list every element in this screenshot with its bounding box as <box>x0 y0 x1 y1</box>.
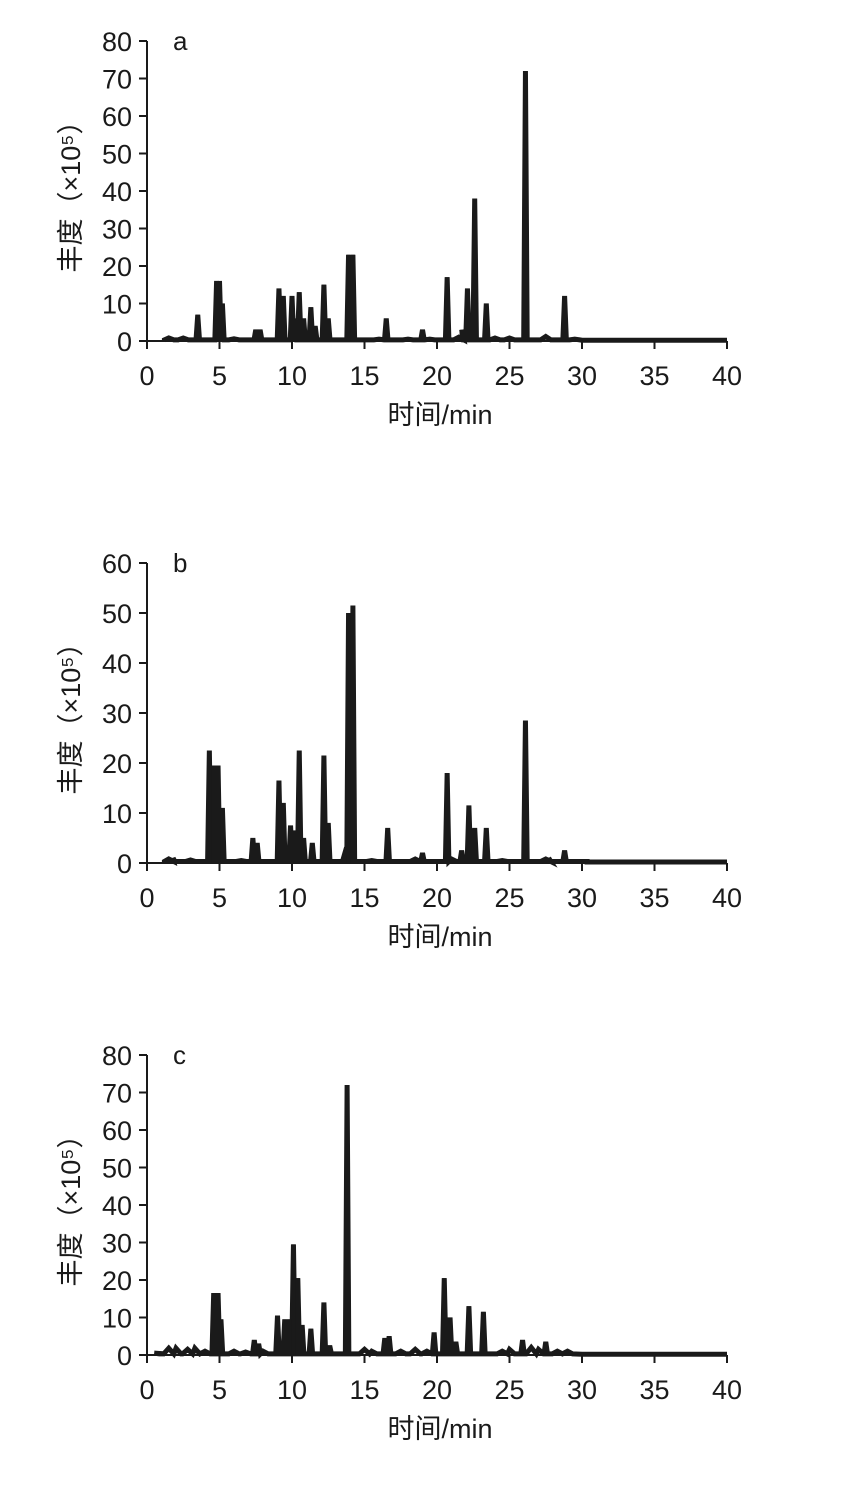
panel-b-letter: b <box>173 548 187 578</box>
panel-b-x-tick-label: 10 <box>277 883 307 913</box>
panel-a-x-tick-label: 25 <box>494 361 524 391</box>
panel-a-x-tick-label: 20 <box>422 361 452 391</box>
panel-c-x-tick-label: 30 <box>567 1375 597 1405</box>
panel-b-y-tick-label: 40 <box>102 649 132 679</box>
panel-b-y-tick-label: 0 <box>117 849 132 879</box>
panel-a-letter: a <box>173 26 188 56</box>
panel-c-y-tick-label: 10 <box>102 1304 132 1334</box>
panel-b-x-axis-title: 时间/min <box>387 922 492 952</box>
panel-c-x-tick-label: 20 <box>422 1375 452 1405</box>
panel-a-y-tick-label: 60 <box>102 102 132 132</box>
panel-b-y-tick-label: 10 <box>102 799 132 829</box>
panel-a-y-tick-label: 40 <box>102 177 132 207</box>
panel-b-y-tick-label: 60 <box>102 549 132 579</box>
panel-a-y-tick-label: 10 <box>102 290 132 320</box>
panel-a-x-tick-label: 30 <box>567 361 597 391</box>
panel-c-x-axis-title: 时间/min <box>387 1414 492 1444</box>
panel-b-x-tick-label: 35 <box>639 883 669 913</box>
panel-a-y-tick-label: 30 <box>102 215 132 245</box>
panel-c-chromatogram-trace <box>153 1084 727 1360</box>
panel-a-x-tick-label: 5 <box>212 361 227 391</box>
panel-c-x-tick-label: 0 <box>139 1375 154 1405</box>
panel-c-x-tick-label: 40 <box>712 1375 742 1405</box>
panel-b-x-tick-label: 5 <box>212 883 227 913</box>
panel-b-x-tick-label: 25 <box>494 883 524 913</box>
panel-c-y-axis-title: 丰度（×10⁵） <box>56 1122 86 1287</box>
panel-a-y-tick-label: 20 <box>102 252 132 282</box>
panel-a-x-tick-label: 10 <box>277 361 307 391</box>
panel-a-y-tick-label: 0 <box>117 327 132 357</box>
panel-c-x-tick-label: 35 <box>639 1375 669 1405</box>
chromatogram-panel-c: c 时间/min 丰度（×10⁵） 0 5 10 15 20 25 30 35 40 0 10 20 3… <box>56 1040 742 1444</box>
panel-c-x-tick-label: 5 <box>212 1375 227 1405</box>
panel-c-letter: c <box>173 1040 186 1070</box>
panel-b-y-tick-label: 30 <box>102 699 132 729</box>
chromatogram-panel-b: b 时间/min 丰度（×10⁵） 0 5 10 15 20 25 30 35 40 0 10 20 3… <box>56 548 742 952</box>
panel-a-y-tick-label: 70 <box>102 65 132 95</box>
panel-a-x-tick-label: 15 <box>349 361 379 391</box>
panel-c-x-tick-label: 25 <box>494 1375 524 1405</box>
panel-c-y-tick-label: 0 <box>117 1341 132 1371</box>
panel-b-x-tick-label: 20 <box>422 883 452 913</box>
panel-a-x-tick-label: 40 <box>712 361 742 391</box>
chromatogram-panel-a: a 时间/min 丰度（×10⁵） 0 5 10 15 20 25 30 35 40 0 10 20 3… <box>56 26 742 430</box>
panel-c-x-tick-label: 15 <box>349 1375 379 1405</box>
panel-b-y-axis-title: 丰度（×10⁵） <box>56 630 86 795</box>
panel-b-x-tick-label: 40 <box>712 883 742 913</box>
panel-a-y-tick-label: 50 <box>102 140 132 170</box>
panel-a-x-tick-label: 0 <box>139 361 154 391</box>
panel-a-y-tick-label: 80 <box>102 27 132 57</box>
panel-b-y-tick-label: 20 <box>102 749 132 779</box>
panel-a-x-axis-title: 时间/min <box>387 400 492 430</box>
panel-c-y-tick-label: 60 <box>102 1116 132 1146</box>
panel-c-y-tick-label: 20 <box>102 1266 132 1296</box>
panel-c-y-tick-label: 40 <box>102 1191 132 1221</box>
panel-b-x-tick-label: 0 <box>139 883 154 913</box>
panel-c-y-tick-label: 80 <box>102 1041 132 1071</box>
panel-c-x-tick-label: 10 <box>277 1375 307 1405</box>
panel-b-y-tick-label: 50 <box>102 599 132 629</box>
panel-a-y-axis-title: 丰度（×10⁵） <box>56 108 86 273</box>
panel-b-x-tick-label: 30 <box>567 883 597 913</box>
panel-c-y-tick-label: 50 <box>102 1154 132 1184</box>
panel-b-x-tick-label: 15 <box>349 883 379 913</box>
panel-c-y-tick-label: 70 <box>102 1079 132 1109</box>
panel-c-y-tick-label: 30 <box>102 1229 132 1259</box>
panel-a-x-tick-label: 35 <box>639 361 669 391</box>
